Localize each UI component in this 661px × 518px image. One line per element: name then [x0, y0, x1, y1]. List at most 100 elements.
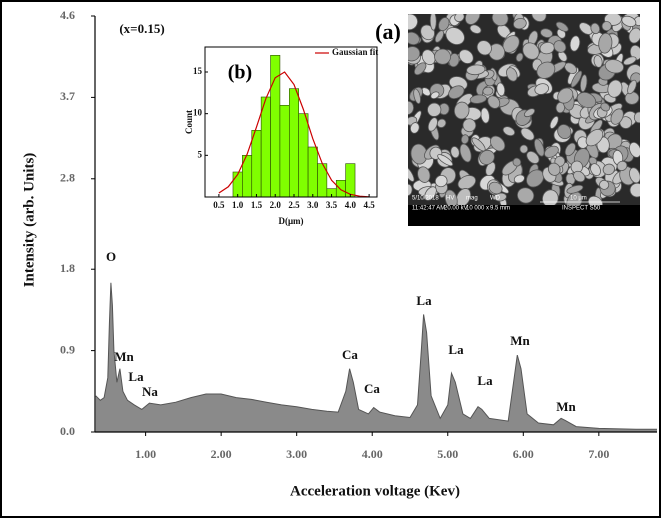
grain [469, 24, 482, 34]
grain [520, 127, 535, 141]
grain [557, 124, 572, 140]
grain [482, 86, 494, 96]
grain [488, 43, 506, 61]
y-axis-title: Intensity (arb. Units) [21, 153, 37, 288]
grain [450, 146, 460, 159]
grain [526, 150, 540, 164]
x-tick-label: 2.0 [270, 200, 282, 210]
grain [633, 111, 640, 124]
peak-label: O [106, 249, 116, 264]
y-tick-label: 2.8 [60, 171, 75, 185]
peak-label: Na [142, 384, 158, 399]
grain [585, 128, 604, 147]
grain [602, 163, 615, 176]
info-text: mag [466, 196, 478, 202]
grain [629, 141, 640, 158]
grain [424, 186, 437, 201]
grain [573, 170, 586, 183]
plot-frame [204, 46, 378, 198]
grain [536, 61, 556, 79]
grain [566, 184, 584, 194]
peak-label: La [448, 342, 464, 357]
grain [623, 56, 637, 66]
grain [513, 174, 525, 184]
legend-label: Gaussian fit [332, 47, 378, 57]
grain [600, 102, 611, 112]
grain [590, 22, 601, 35]
grain [604, 59, 624, 74]
histogram-bar [289, 88, 299, 198]
x-tick-label: 2.00 [211, 447, 232, 461]
grain [598, 32, 613, 54]
grain [513, 17, 527, 30]
grain [421, 87, 431, 97]
y-tick-label: 0.0 [60, 424, 75, 438]
grain [580, 74, 588, 93]
histogram-bar [345, 163, 356, 198]
x-axis-title: Acceleration voltage (Kev) [290, 483, 460, 499]
grain [448, 85, 465, 100]
x-tick-label: 4.5 [363, 200, 375, 210]
grain [578, 22, 593, 35]
grain [408, 100, 414, 115]
x-tick-label: 4.00 [362, 447, 383, 461]
info-bar [408, 205, 640, 226]
info-text: 10 μm [570, 196, 587, 202]
histogram-bar [270, 55, 281, 198]
grain [414, 62, 427, 76]
grain [437, 154, 454, 167]
histogram-bar [307, 146, 318, 198]
grain [523, 108, 536, 118]
grain [471, 137, 486, 152]
grain [542, 189, 559, 205]
peak-label: La [416, 293, 432, 308]
grain [553, 40, 567, 53]
grain [627, 79, 637, 95]
grain [408, 14, 418, 31]
grain [421, 49, 436, 66]
grain [519, 144, 529, 154]
grain [491, 14, 509, 27]
histogram-bar [232, 171, 243, 198]
grain [629, 182, 640, 198]
x-tick-label: 3.0 [307, 200, 319, 210]
x-tick-label: 1.00 [135, 447, 156, 461]
grain [434, 48, 451, 65]
grain [408, 183, 413, 197]
grain [547, 162, 561, 176]
grain [453, 101, 470, 120]
grain [557, 87, 574, 104]
info-text: 10 000 x [466, 206, 489, 212]
x-tick-label: 4.0 [345, 200, 357, 210]
grain [534, 83, 550, 95]
x-axis-title: D(μm) [278, 216, 303, 226]
grain [607, 79, 623, 98]
histogram-bar [260, 96, 271, 198]
grain [490, 135, 506, 152]
info-text: 9.5 mm [490, 206, 510, 212]
peak-label: Mn [556, 399, 576, 414]
image-label: (a) [375, 19, 401, 44]
y-tick-label: 5 [198, 149, 203, 159]
grain [531, 14, 547, 22]
grain [476, 40, 492, 56]
info-text: WD [490, 196, 501, 202]
grain [454, 14, 465, 23]
peak-label: Ca [364, 381, 380, 396]
grain [544, 145, 559, 158]
grain [599, 179, 610, 190]
grain [570, 70, 583, 88]
grain [408, 46, 421, 62]
y-tick-label: 1.8 [60, 261, 75, 275]
grain [555, 21, 569, 32]
grain [469, 94, 487, 104]
peak-label: (x=0.15) [119, 21, 164, 36]
grain [466, 64, 486, 76]
inset-label: (b) [228, 62, 252, 84]
info-text: HV [446, 196, 454, 202]
y-tick-label: 0.9 [60, 342, 75, 356]
peak-label: Ca [342, 347, 358, 362]
grain [526, 169, 545, 188]
